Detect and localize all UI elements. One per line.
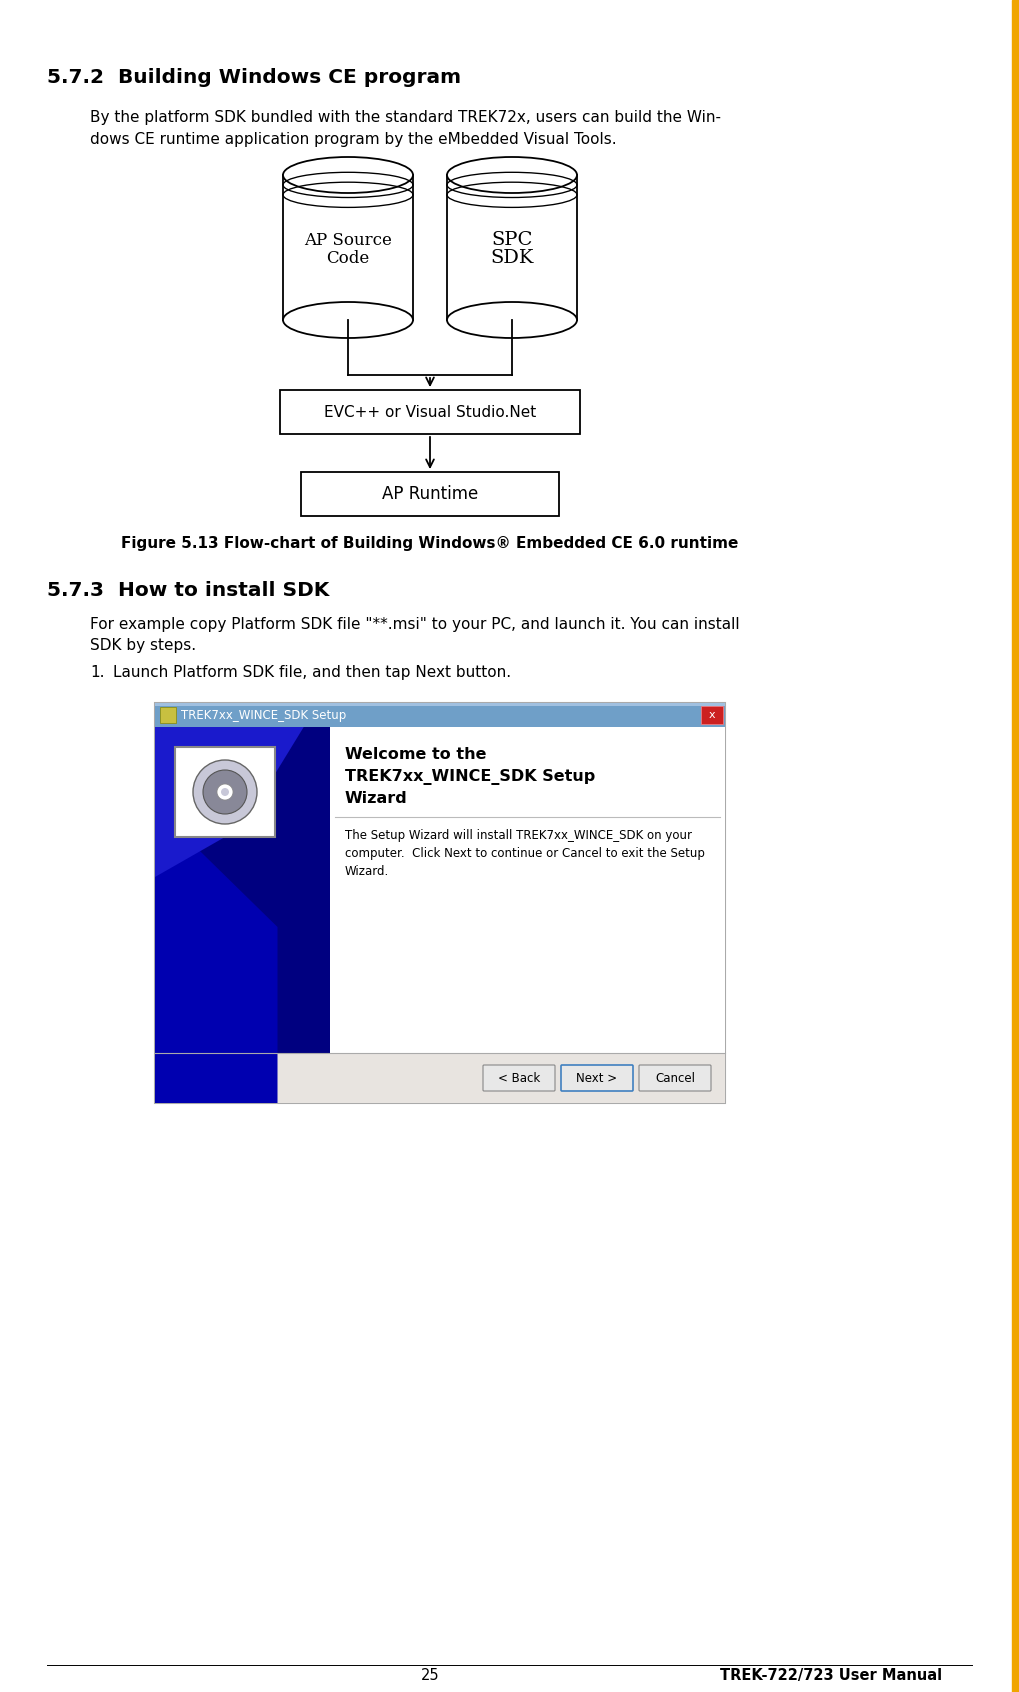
Ellipse shape [447, 157, 577, 193]
Bar [283, 174, 413, 320]
Text: EVC++ or Visual Studio.Net: EVC++ or Visual Studio.Net [324, 404, 536, 420]
Text: Code: Code [326, 250, 370, 267]
Text: 1.: 1. [90, 665, 105, 680]
Text: AP Runtime: AP Runtime [382, 486, 478, 503]
Bar [301, 472, 559, 516]
Text: Launch Platform SDK file, and then tap Next button.: Launch Platform SDK file, and then tap N… [113, 665, 512, 680]
Text: 25: 25 [421, 1668, 439, 1684]
Circle shape [203, 770, 247, 814]
Text: Wizard: Wizard [345, 790, 408, 805]
Text: The Setup Wizard will install TREK7xx_WINCE_SDK on your
computer.  Click Next to: The Setup Wizard will install TREK7xx_WI… [345, 829, 705, 878]
Text: 5.7.2  Building Windows CE program: 5.7.2 Building Windows CE program [47, 68, 462, 86]
Ellipse shape [447, 301, 577, 338]
Text: TREK7xx_WINCE_SDK Setup: TREK7xx_WINCE_SDK Setup [181, 709, 346, 721]
Circle shape [193, 760, 257, 824]
Text: By the platform SDK bundled with the standard TREK72x, users can build the Win-: By the platform SDK bundled with the sta… [90, 110, 721, 125]
Ellipse shape [283, 301, 413, 338]
Text: dows CE runtime application program by the eMbedded Visual Tools.: dows CE runtime application program by t… [90, 132, 616, 147]
Text: SPC: SPC [491, 232, 533, 249]
FancyBboxPatch shape [639, 1064, 711, 1091]
Text: 5.7.3  How to install SDK: 5.7.3 How to install SDK [47, 580, 329, 601]
Bar [280, 389, 580, 435]
Bar [155, 702, 725, 706]
Bar [155, 728, 330, 1103]
Text: SDK by steps.: SDK by steps. [90, 638, 196, 653]
Bar [1012, 0, 1019, 1692]
Circle shape [217, 783, 233, 800]
Text: AP Source: AP Source [304, 232, 392, 249]
Text: SDK: SDK [490, 249, 534, 267]
Text: Cancel: Cancel [655, 1071, 695, 1085]
FancyBboxPatch shape [483, 1064, 555, 1091]
Bar [155, 1052, 725, 1103]
Bar [155, 702, 725, 728]
Text: x: x [708, 711, 715, 721]
Ellipse shape [283, 157, 413, 193]
FancyBboxPatch shape [561, 1064, 633, 1091]
Text: TREK-722/723 User Manual: TREK-722/723 User Manual [720, 1668, 943, 1684]
Polygon shape [155, 807, 277, 1103]
Text: For example copy Platform SDK file "**.msi" to your PC, and launch it. You can i: For example copy Platform SDK file "**.m… [90, 618, 740, 633]
Text: TREK7xx_WINCE_SDK Setup: TREK7xx_WINCE_SDK Setup [345, 768, 595, 785]
Bar [175, 746, 275, 838]
Polygon shape [155, 728, 304, 876]
Bar [701, 706, 723, 724]
Text: Figure 5.13 Flow-chart of Building Windows® Embedded CE 6.0 runtime: Figure 5.13 Flow-chart of Building Windo… [121, 536, 739, 552]
Text: Next >: Next > [577, 1071, 618, 1085]
Bar [447, 174, 577, 320]
Text: Welcome to the: Welcome to the [345, 746, 486, 761]
Circle shape [221, 788, 229, 795]
Text: < Back: < Back [498, 1071, 540, 1085]
Bar [330, 728, 725, 1103]
Bar [160, 707, 176, 722]
Bar [155, 702, 725, 1103]
